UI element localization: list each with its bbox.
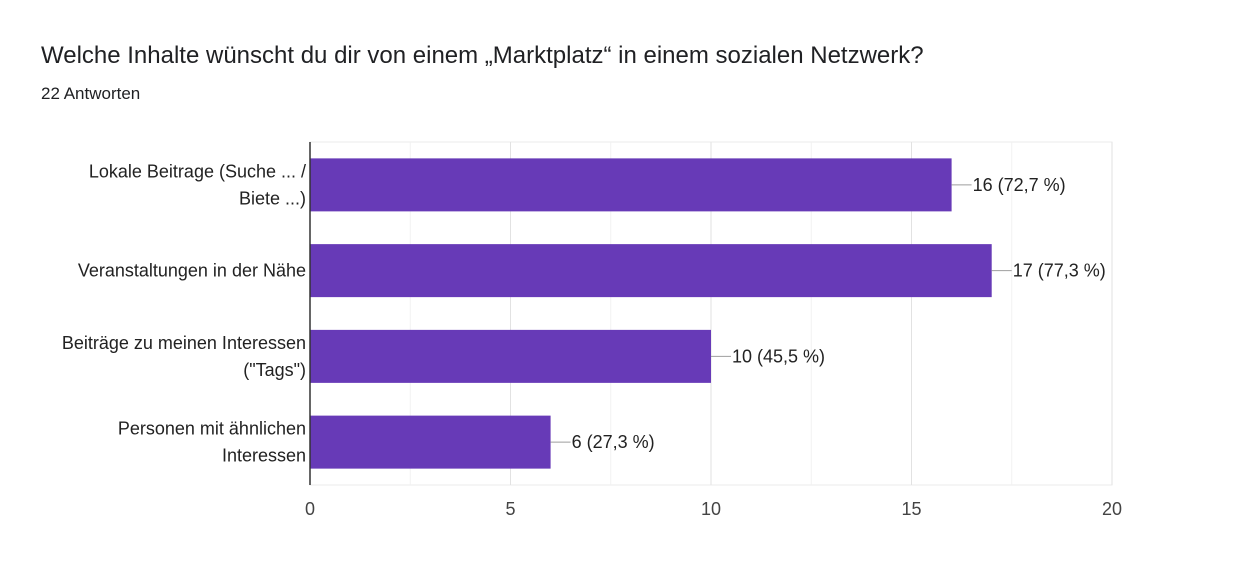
category-label: Beiträge zu meinen Interessen	[62, 333, 306, 353]
category-label: Personen mit ähnlichen	[118, 419, 306, 439]
x-tick-label: 20	[1102, 499, 1122, 519]
response-count: 22 Antworten	[41, 84, 141, 103]
chart-title: Welche Inhalte wünscht du dir von einem …	[41, 42, 924, 69]
x-tick-label: 15	[901, 499, 921, 519]
data-label: 17 (77,3 %)	[1013, 261, 1106, 281]
x-tick-label: 5	[505, 499, 515, 519]
x-tick-label: 10	[701, 499, 721, 519]
category-label: Lokale Beitrage (Suche ... /	[89, 161, 306, 181]
category-label: ("Tags")	[243, 360, 306, 380]
data-label: 16 (72,7 %)	[973, 175, 1066, 195]
bar	[310, 244, 992, 298]
bar	[310, 158, 952, 212]
data-label: 6 (27,3 %)	[572, 432, 655, 452]
category-label: Veranstaltungen in der Nähe	[78, 261, 306, 281]
bar	[310, 415, 551, 469]
data-label: 10 (45,5 %)	[732, 346, 825, 366]
x-tick-label: 0	[305, 499, 315, 519]
category-label: Interessen	[222, 446, 306, 466]
bar	[310, 329, 711, 383]
category-label: Biete ...)	[239, 188, 306, 208]
